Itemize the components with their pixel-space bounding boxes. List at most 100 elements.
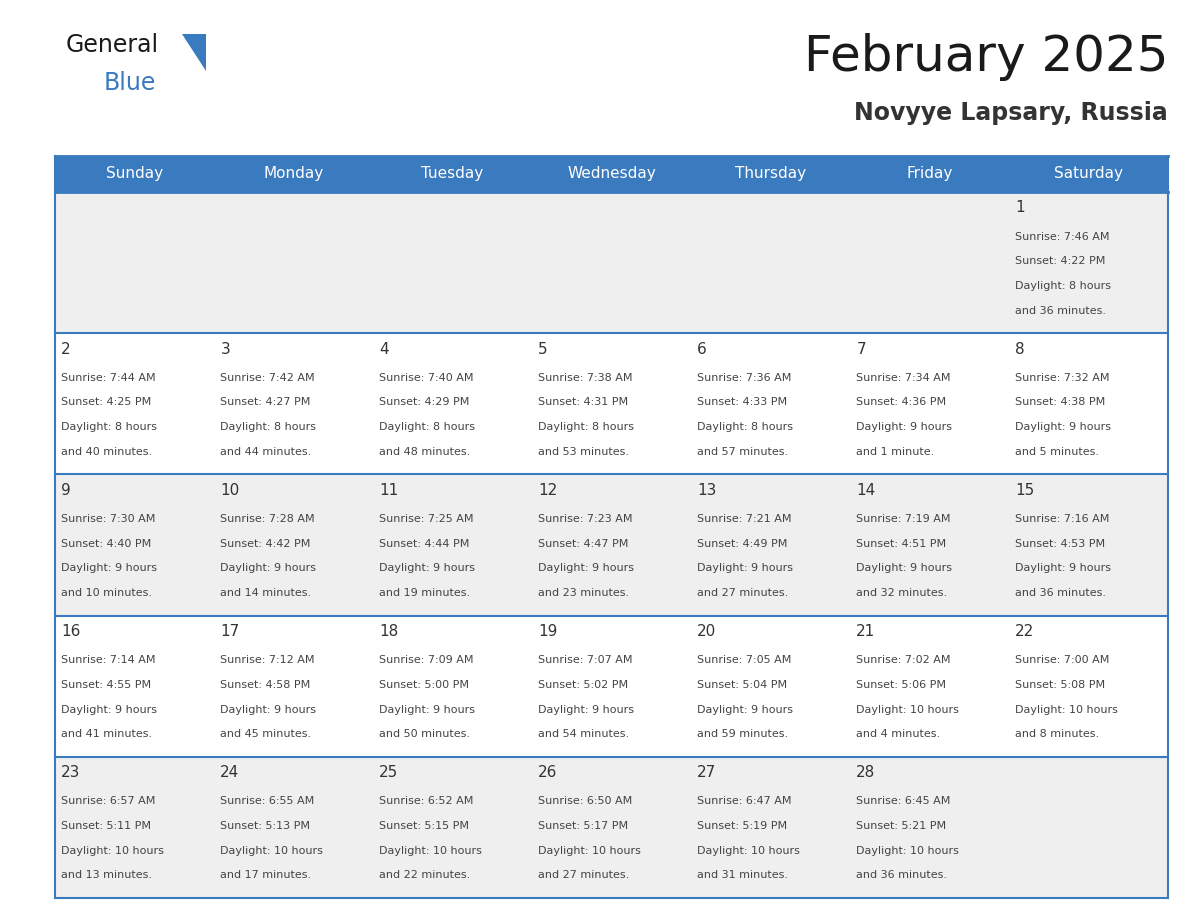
Text: Sunset: 5:06 PM: Sunset: 5:06 PM [857, 680, 947, 689]
Text: 15: 15 [1016, 483, 1035, 498]
Text: Sunday: Sunday [106, 166, 163, 182]
Bar [1009, 156, 1168, 192]
Text: and 4 minutes.: and 4 minutes. [857, 729, 941, 739]
Text: Sunset: 4:31 PM: Sunset: 4:31 PM [538, 397, 628, 408]
Text: Sunrise: 7:38 AM: Sunrise: 7:38 AM [538, 373, 633, 383]
Bar [214, 156, 373, 192]
Text: 8: 8 [1016, 341, 1025, 357]
Text: 17: 17 [220, 624, 240, 639]
Text: Sunrise: 6:52 AM: Sunrise: 6:52 AM [379, 796, 474, 806]
Bar [373, 156, 532, 192]
Text: Sunset: 4:42 PM: Sunset: 4:42 PM [220, 539, 311, 549]
Text: Sunrise: 7:40 AM: Sunrise: 7:40 AM [379, 373, 474, 383]
Text: 12: 12 [538, 483, 557, 498]
Text: 26: 26 [538, 766, 557, 780]
Text: and 19 minutes.: and 19 minutes. [379, 588, 470, 598]
Text: Wednesday: Wednesday [567, 166, 656, 182]
Text: Daylight: 9 hours: Daylight: 9 hours [857, 422, 953, 432]
Text: and 27 minutes.: and 27 minutes. [538, 870, 630, 880]
Text: 9: 9 [62, 483, 71, 498]
Text: Sunrise: 7:09 AM: Sunrise: 7:09 AM [379, 655, 474, 666]
Text: Daylight: 9 hours: Daylight: 9 hours [1016, 422, 1111, 432]
Text: Sunset: 5:19 PM: Sunset: 5:19 PM [697, 821, 788, 831]
Text: Daylight: 9 hours: Daylight: 9 hours [379, 564, 475, 574]
Text: 5: 5 [538, 341, 548, 357]
Text: Sunset: 5:21 PM: Sunset: 5:21 PM [857, 821, 947, 831]
Bar [691, 156, 849, 192]
Text: Sunrise: 7:36 AM: Sunrise: 7:36 AM [697, 373, 791, 383]
Text: Sunrise: 6:57 AM: Sunrise: 6:57 AM [62, 796, 156, 806]
Text: and 32 minutes.: and 32 minutes. [857, 588, 948, 598]
Text: and 36 minutes.: and 36 minutes. [1016, 588, 1106, 598]
Text: and 59 minutes.: and 59 minutes. [697, 729, 789, 739]
Text: and 23 minutes.: and 23 minutes. [538, 588, 630, 598]
Text: Monday: Monday [264, 166, 323, 182]
Text: Sunrise: 7:25 AM: Sunrise: 7:25 AM [379, 514, 474, 524]
Text: Sunset: 4:58 PM: Sunset: 4:58 PM [220, 680, 310, 689]
Text: Sunrise: 7:02 AM: Sunrise: 7:02 AM [857, 655, 950, 666]
Text: Sunrise: 7:30 AM: Sunrise: 7:30 AM [62, 514, 156, 524]
Text: and 36 minutes.: and 36 minutes. [1016, 306, 1106, 316]
Bar [55, 475, 1168, 616]
Text: Sunrise: 7:28 AM: Sunrise: 7:28 AM [220, 514, 315, 524]
Text: 20: 20 [697, 624, 716, 639]
Text: Sunset: 4:27 PM: Sunset: 4:27 PM [220, 397, 311, 408]
Text: 16: 16 [62, 624, 81, 639]
Text: Sunrise: 6:45 AM: Sunrise: 6:45 AM [857, 796, 950, 806]
Text: 6: 6 [697, 341, 707, 357]
Text: Thursday: Thursday [735, 166, 807, 182]
Text: Sunrise: 7:12 AM: Sunrise: 7:12 AM [220, 655, 315, 666]
Text: Daylight: 10 hours: Daylight: 10 hours [538, 845, 642, 856]
Bar [55, 156, 214, 192]
Text: Sunset: 5:11 PM: Sunset: 5:11 PM [62, 821, 151, 831]
Text: and 5 minutes.: and 5 minutes. [1016, 447, 1099, 457]
Text: Sunset: 4:38 PM: Sunset: 4:38 PM [1016, 397, 1106, 408]
Text: Sunset: 4:22 PM: Sunset: 4:22 PM [1016, 256, 1106, 266]
Bar [55, 756, 1168, 898]
Bar [532, 156, 691, 192]
Text: Sunset: 5:08 PM: Sunset: 5:08 PM [1016, 680, 1106, 689]
Text: Sunset: 5:17 PM: Sunset: 5:17 PM [538, 821, 628, 831]
Text: 3: 3 [220, 341, 230, 357]
Text: and 48 minutes.: and 48 minutes. [379, 447, 470, 457]
Text: Sunset: 4:51 PM: Sunset: 4:51 PM [857, 539, 947, 549]
Text: Saturday: Saturday [1054, 166, 1123, 182]
Text: and 57 minutes.: and 57 minutes. [697, 447, 789, 457]
Text: Daylight: 9 hours: Daylight: 9 hours [220, 564, 316, 574]
Text: Daylight: 9 hours: Daylight: 9 hours [697, 704, 794, 714]
Text: and 14 minutes.: and 14 minutes. [220, 588, 311, 598]
Text: Daylight: 10 hours: Daylight: 10 hours [1016, 704, 1118, 714]
Text: Daylight: 10 hours: Daylight: 10 hours [220, 845, 323, 856]
Text: Daylight: 8 hours: Daylight: 8 hours [697, 422, 794, 432]
Text: and 27 minutes.: and 27 minutes. [697, 588, 789, 598]
Text: Daylight: 9 hours: Daylight: 9 hours [1016, 564, 1111, 574]
Text: Daylight: 9 hours: Daylight: 9 hours [538, 704, 634, 714]
Text: Tuesday: Tuesday [422, 166, 484, 182]
Text: Daylight: 8 hours: Daylight: 8 hours [220, 422, 316, 432]
Text: 22: 22 [1016, 624, 1035, 639]
Bar [0, 0, 1188, 156]
Text: and 10 minutes.: and 10 minutes. [62, 588, 152, 598]
Text: and 8 minutes.: and 8 minutes. [1016, 729, 1099, 739]
Text: Daylight: 8 hours: Daylight: 8 hours [379, 422, 475, 432]
Text: and 44 minutes.: and 44 minutes. [220, 447, 311, 457]
Text: and 53 minutes.: and 53 minutes. [538, 447, 630, 457]
Text: Sunrise: 7:44 AM: Sunrise: 7:44 AM [62, 373, 156, 383]
Text: Sunset: 5:00 PM: Sunset: 5:00 PM [379, 680, 469, 689]
Text: Sunrise: 7:00 AM: Sunrise: 7:00 AM [1016, 655, 1110, 666]
Bar [55, 616, 1168, 756]
Text: Sunrise: 7:32 AM: Sunrise: 7:32 AM [1016, 373, 1110, 383]
Text: Sunset: 5:13 PM: Sunset: 5:13 PM [220, 821, 310, 831]
Text: 27: 27 [697, 766, 716, 780]
Text: Sunrise: 6:47 AM: Sunrise: 6:47 AM [697, 796, 792, 806]
Text: 28: 28 [857, 766, 876, 780]
Text: Sunrise: 7:14 AM: Sunrise: 7:14 AM [62, 655, 156, 666]
Text: 1: 1 [1016, 200, 1025, 216]
Text: Sunrise: 7:19 AM: Sunrise: 7:19 AM [857, 514, 950, 524]
Text: Sunrise: 7:21 AM: Sunrise: 7:21 AM [697, 514, 792, 524]
Text: Daylight: 9 hours: Daylight: 9 hours [857, 564, 953, 574]
Text: 13: 13 [697, 483, 716, 498]
Text: 2: 2 [62, 341, 71, 357]
Text: Daylight: 9 hours: Daylight: 9 hours [379, 704, 475, 714]
Text: 24: 24 [220, 766, 240, 780]
